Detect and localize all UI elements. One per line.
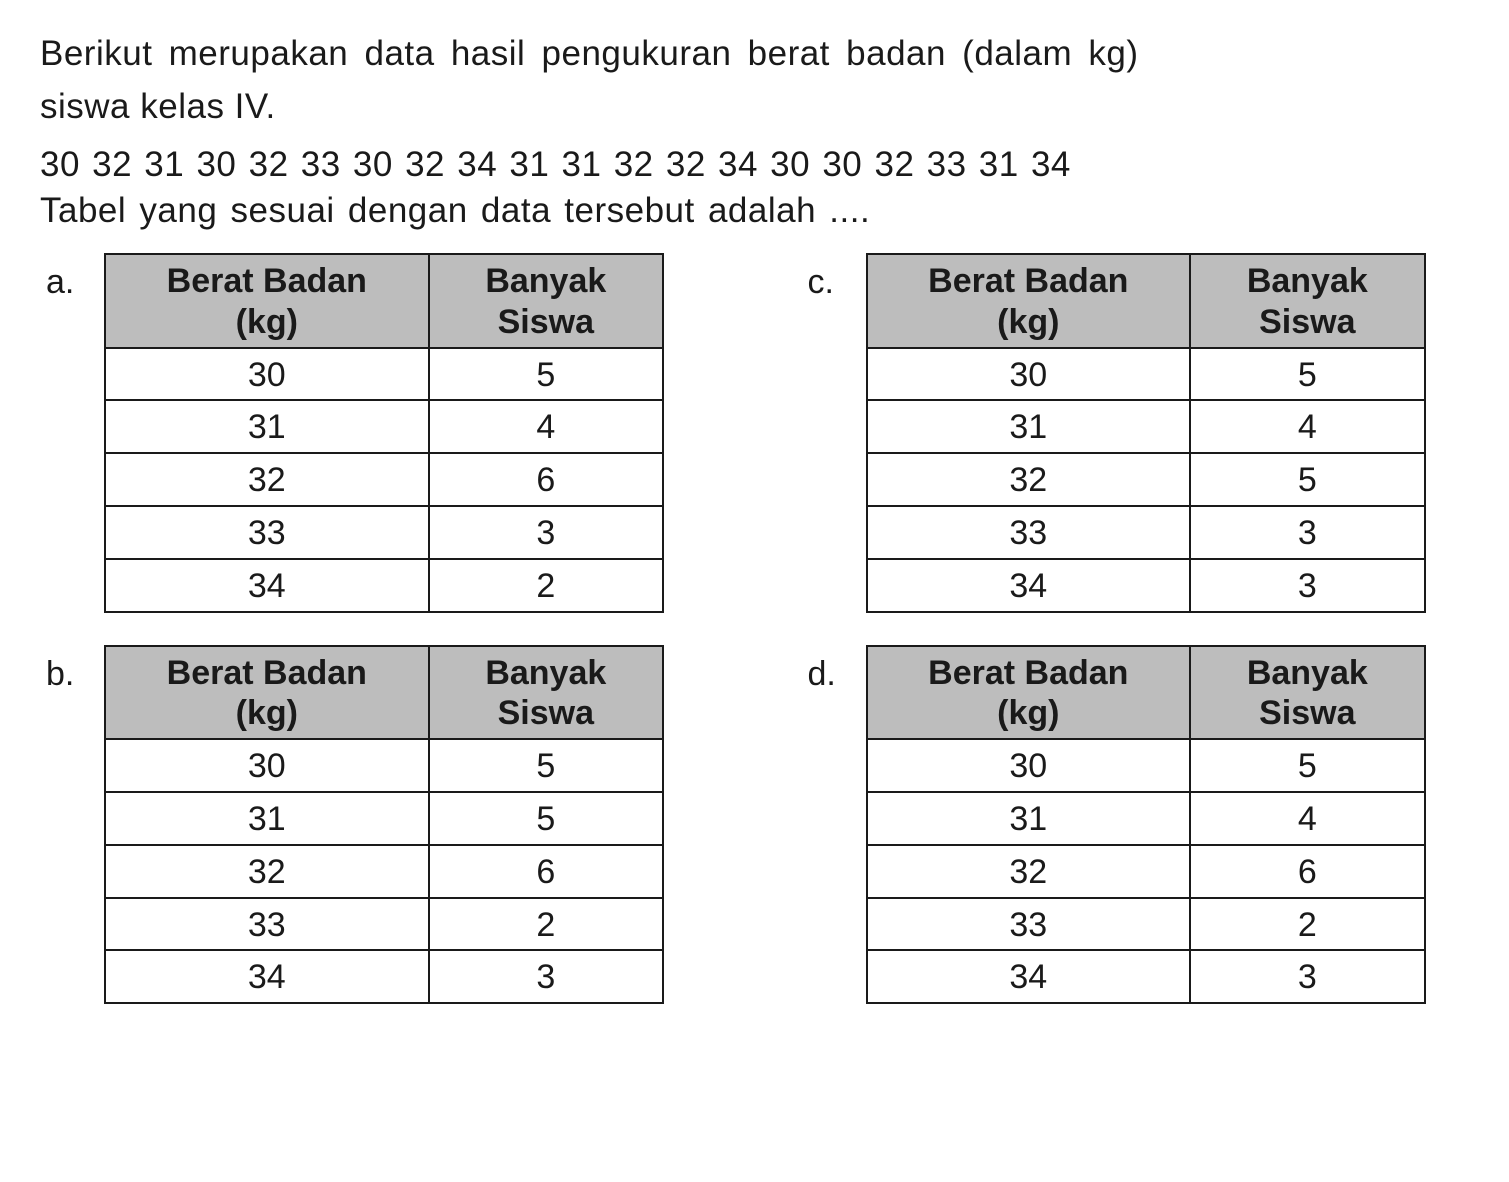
option-label-b: b.: [46, 645, 86, 694]
cell-count: 6: [429, 453, 663, 506]
cell-count: 5: [429, 792, 663, 845]
cell-count: 2: [429, 898, 663, 951]
data-values: 30 32 31 30 32 33 30 32 34 31 31 32 32 3…: [40, 145, 1469, 185]
option-label-a: a.: [46, 253, 86, 302]
cell-weight: 33: [867, 506, 1191, 559]
cell-count: 2: [429, 559, 663, 612]
cell-weight: 30: [105, 348, 429, 401]
cell-weight: 32: [867, 453, 1191, 506]
option-label-c: c.: [808, 253, 848, 302]
cell-weight: 33: [105, 506, 429, 559]
col-header-count: Banyak Siswa: [1190, 254, 1424, 348]
table-header-row: Berat Badan (kg) Banyak Siswa: [105, 254, 663, 348]
options-grid: a. Berat Badan (kg) Banyak Siswa: [40, 253, 1469, 1004]
option-c: c. Berat Badan (kg) Banyak Siswa: [808, 253, 1470, 613]
table-row: 305: [867, 348, 1425, 401]
table-row: 333: [105, 506, 663, 559]
table-a: Berat Badan (kg) Banyak Siswa 305 314 32…: [104, 253, 664, 613]
table-row: 305: [105, 348, 663, 401]
col-header-count: Banyak Siswa: [429, 254, 663, 348]
option-d: d. Berat Badan (kg) Banyak Siswa: [808, 645, 1470, 1005]
option-label-d: d.: [808, 645, 848, 694]
col-header-weight: Berat Badan (kg): [867, 646, 1191, 740]
table-row: 325: [867, 453, 1425, 506]
intro-text: Berikut merupakan data hasil pengukuran …: [40, 28, 1469, 133]
cell-count: 5: [429, 348, 663, 401]
cell-count: 3: [429, 950, 663, 1003]
table-row: 314: [867, 400, 1425, 453]
table-header-row: Berat Badan (kg) Banyak Siswa: [867, 254, 1425, 348]
intro-line-2: siswa kelas IV.: [40, 81, 1469, 134]
table-row: 314: [867, 792, 1425, 845]
cell-weight: 30: [867, 739, 1191, 792]
cell-weight: 31: [867, 792, 1191, 845]
cell-count: 5: [1190, 348, 1424, 401]
table-header-row: Berat Badan (kg) Banyak Siswa: [867, 646, 1425, 740]
cell-weight: 30: [867, 348, 1191, 401]
table-row: 326: [105, 845, 663, 898]
cell-count: 2: [1190, 898, 1424, 951]
table-b: Berat Badan (kg) Banyak Siswa 305 315 32…: [104, 645, 664, 1005]
table-row: 315: [105, 792, 663, 845]
table-row: 326: [867, 845, 1425, 898]
cell-count: 4: [1190, 792, 1424, 845]
col-header-count: Banyak Siswa: [1190, 646, 1424, 740]
cell-count: 6: [1190, 845, 1424, 898]
table-row: 333: [867, 506, 1425, 559]
cell-count: 3: [1190, 559, 1424, 612]
option-b: b. Berat Badan (kg) Banyak Siswa: [46, 645, 708, 1005]
cell-weight: 34: [105, 950, 429, 1003]
table-row: 343: [867, 950, 1425, 1003]
table-row: 343: [105, 950, 663, 1003]
table-row: 314: [105, 400, 663, 453]
cell-weight: 33: [867, 898, 1191, 951]
table-row: 326: [105, 453, 663, 506]
col-header-count: Banyak Siswa: [429, 646, 663, 740]
cell-weight: 32: [105, 845, 429, 898]
question-page: Berikut merupakan data hasil pengukuran …: [0, 0, 1509, 1024]
table-row: 332: [867, 898, 1425, 951]
cell-weight: 34: [105, 559, 429, 612]
table-row: 342: [105, 559, 663, 612]
cell-count: 5: [429, 739, 663, 792]
cell-count: 4: [429, 400, 663, 453]
table-row: 343: [867, 559, 1425, 612]
cell-weight: 30: [105, 739, 429, 792]
cell-count: 5: [1190, 739, 1424, 792]
cell-count: 3: [1190, 506, 1424, 559]
cell-weight: 34: [867, 559, 1191, 612]
table-row: 305: [867, 739, 1425, 792]
cell-count: 6: [429, 845, 663, 898]
col-header-weight: Berat Badan (kg): [867, 254, 1191, 348]
table-row: 305: [105, 739, 663, 792]
cell-weight: 33: [105, 898, 429, 951]
question-prompt: Tabel yang sesuai dengan data tersebut a…: [40, 191, 1469, 231]
table-row: 332: [105, 898, 663, 951]
table-c: Berat Badan (kg) Banyak Siswa 305 314 32…: [866, 253, 1426, 613]
table-d: Berat Badan (kg) Banyak Siswa 305 314 32…: [866, 645, 1426, 1005]
cell-count: 3: [429, 506, 663, 559]
option-a: a. Berat Badan (kg) Banyak Siswa: [46, 253, 708, 613]
cell-weight: 31: [867, 400, 1191, 453]
cell-weight: 31: [105, 792, 429, 845]
cell-weight: 32: [105, 453, 429, 506]
cell-count: 3: [1190, 950, 1424, 1003]
intro-line-1: Berikut merupakan data hasil pengukuran …: [40, 28, 1469, 81]
col-header-weight: Berat Badan (kg): [105, 646, 429, 740]
cell-weight: 34: [867, 950, 1191, 1003]
table-header-row: Berat Badan (kg) Banyak Siswa: [105, 646, 663, 740]
cell-count: 5: [1190, 453, 1424, 506]
col-header-weight: Berat Badan (kg): [105, 254, 429, 348]
cell-weight: 32: [867, 845, 1191, 898]
cell-weight: 31: [105, 400, 429, 453]
cell-count: 4: [1190, 400, 1424, 453]
